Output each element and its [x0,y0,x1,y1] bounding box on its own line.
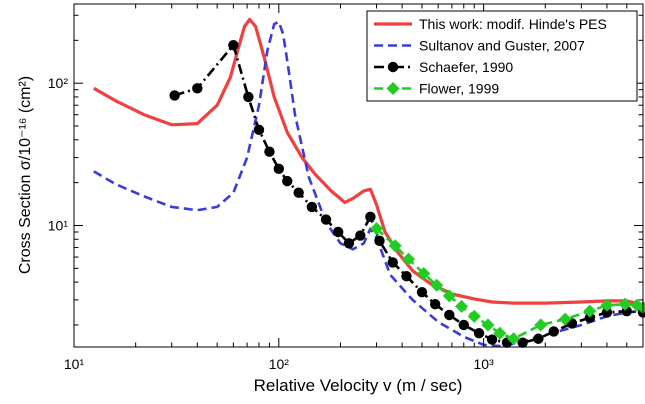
legend-marker [386,82,400,95]
series-line-0 [93,17,644,309]
legend-entry-0: This work: modif. Hinde's PES [374,16,607,32]
y-tick-label: 10¹ [48,217,69,233]
x-axis-label: Relative Velocity v (m / sec) [254,376,463,395]
series-3-point [455,299,469,313]
series-2 [169,39,645,348]
series-3-point [370,222,384,236]
series-2-point [365,211,376,223]
series-3 [370,222,645,346]
series-line-3 [375,227,644,340]
series-3-point [493,326,507,340]
series-3-point [417,266,431,280]
tick-layer [73,4,644,347]
series-2-point [320,214,332,225]
series-2-point [584,312,596,323]
series-3-point [388,239,402,253]
series-0 [93,17,644,309]
x-tick-label: 10³ [474,356,495,372]
series-3-point [600,298,614,312]
series-layer [93,17,645,348]
series-2-point [228,39,239,51]
series-2-point [486,334,498,345]
series-2-point [306,201,318,213]
legend-entry-1: Sultanov and Guster, 2007 [374,38,585,54]
legend-label: This work: modif. Hinde's PES [419,16,607,32]
series-2-point [387,257,398,268]
series-3-point [481,318,495,332]
series-2-point [273,163,285,175]
legend-entry-2: Schaefer, 1990 [374,59,513,75]
series-2-point [282,175,293,187]
series-2-point [293,187,304,198]
y-axis-label: Cross Section σ/10⁻¹⁶ (cm²) [17,76,34,274]
series-2-point [333,226,344,238]
x-tick-label: 10² [269,356,290,372]
series-2-point [243,91,254,103]
series-3-point [507,332,521,346]
series-2-point [374,235,385,247]
legend-marker [387,61,399,73]
legend-box [366,10,638,102]
y-tick-label: 10² [48,75,69,91]
series-3-point [467,309,481,323]
series-3-point [402,252,416,266]
series-2-point [458,319,469,331]
legend-entry-3: Flower, 1999 [374,81,499,97]
series-2-point [473,328,485,339]
legend-label: Schaefer, 1990 [419,59,513,75]
series-3-point [618,297,632,311]
series-2-point [517,337,528,348]
legend-label: Flower, 1999 [419,81,499,97]
plot-frame [73,3,644,348]
series-2-point [601,307,613,318]
series-2-point [253,124,265,136]
series-3-point [442,289,456,303]
series-2-point [264,146,275,157]
series-2-point [444,309,455,321]
series-2-point [416,286,428,298]
series-2-point [192,83,203,94]
tick-label-layer: 10¹ 10² 10³ 10¹ 10² [48,75,494,372]
legend: This work: modif. Hinde's PES Sultanov an… [366,10,638,102]
series-2-point [343,238,355,249]
series-2-point [429,298,441,310]
series-2-point [533,333,544,344]
series-3-point [583,304,597,318]
series-3-point [430,278,444,292]
series-2-point [401,271,412,282]
series-3-point [558,312,572,326]
series-2-point [169,90,180,101]
x-tick-label: 10¹ [64,356,85,372]
series-2-point [548,326,559,337]
series-2-point [355,230,366,241]
series-3-point [534,318,548,332]
legend-label: Sultanov and Guster, 2007 [419,38,585,54]
